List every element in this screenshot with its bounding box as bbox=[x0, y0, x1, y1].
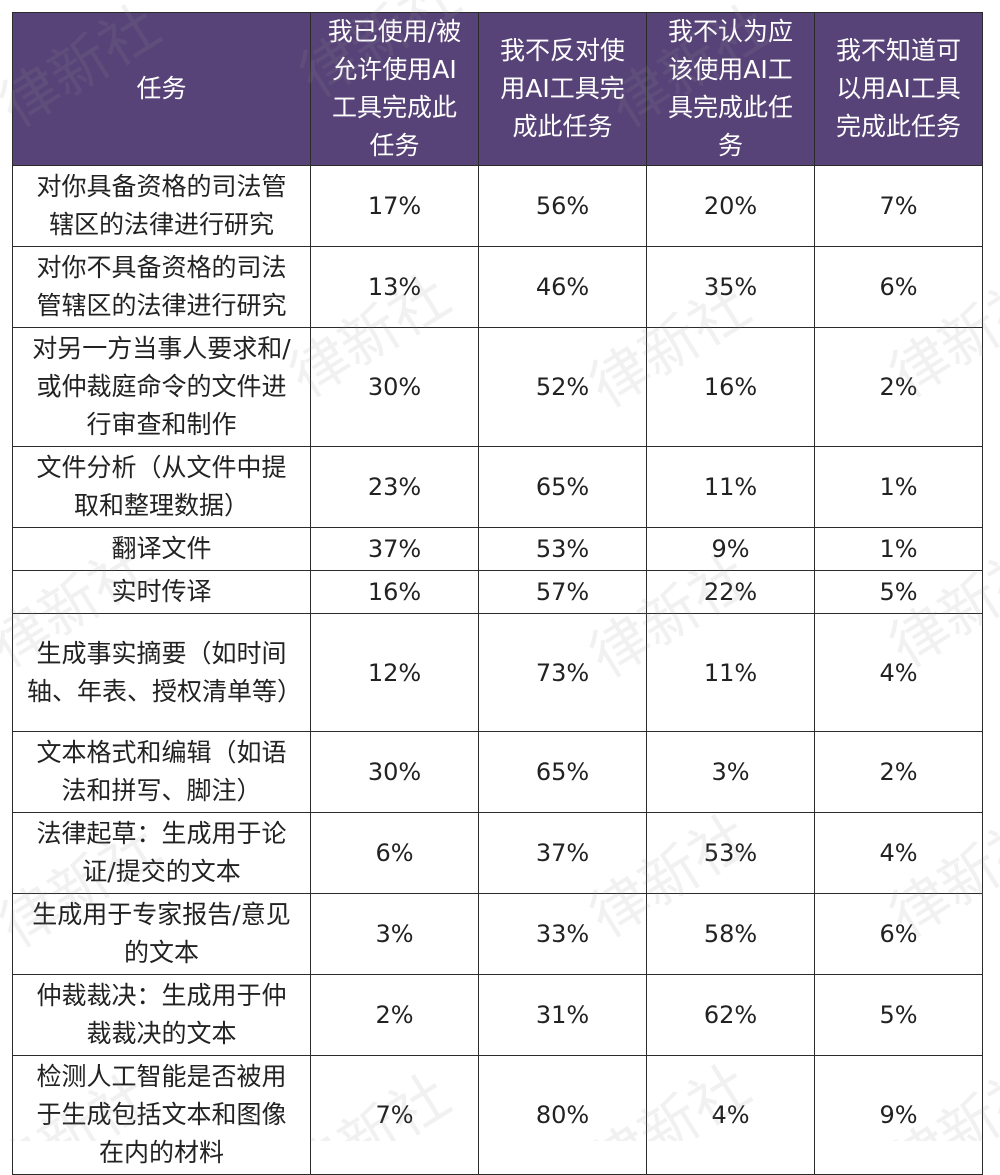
table-row: 文本格式和编辑（如语法和拼写、脚注） 30% 65% 3% 2% bbox=[12, 731, 983, 813]
not-against-cell: 65% bbox=[478, 446, 647, 528]
table-row: 对另一方当事人要求和/或仲裁庭命令的文件进行审查和制作 30% 52% 16% 2% bbox=[12, 327, 983, 447]
header-used: 我已使用/被允许使用AI工具完成此任务 bbox=[310, 12, 479, 166]
should-not-cell: 35% bbox=[646, 246, 815, 328]
used-cell: 3% bbox=[310, 893, 479, 975]
task-cell: 实时传译 bbox=[12, 570, 311, 614]
unknown-cell: 4% bbox=[814, 812, 983, 894]
unknown-cell: 6% bbox=[814, 893, 983, 975]
table-row: 翻译文件 37% 53% 9% 1% bbox=[12, 527, 983, 571]
table-row: 对你具备资格的司法管辖区的法律进行研究 17% 56% 20% 7% bbox=[12, 165, 983, 247]
not-against-cell: 31% bbox=[478, 974, 647, 1056]
not-against-cell: 56% bbox=[478, 165, 647, 247]
not-against-cell: 52% bbox=[478, 327, 647, 447]
should-not-cell: 3% bbox=[646, 731, 815, 813]
unknown-cell: 1% bbox=[814, 527, 983, 571]
not-against-cell: 73% bbox=[478, 613, 647, 732]
task-cell: 检测人工智能是否被用于生成包括文本和图像在内的材料 bbox=[12, 1055, 311, 1175]
not-against-cell: 57% bbox=[478, 570, 647, 614]
header-task: 任务 bbox=[12, 12, 311, 166]
used-cell: 16% bbox=[310, 570, 479, 614]
task-cell: 生成用于专家报告/意见的文本 bbox=[12, 893, 311, 975]
should-not-cell: 4% bbox=[646, 1055, 815, 1175]
used-cell: 13% bbox=[310, 246, 479, 328]
should-not-cell: 11% bbox=[646, 613, 815, 732]
survey-table: 任务 我已使用/被允许使用AI工具完成此任务 我不反对使用AI工具完成此任务 我… bbox=[12, 12, 983, 1175]
header-row: 任务 我已使用/被允许使用AI工具完成此任务 我不反对使用AI工具完成此任务 我… bbox=[12, 12, 983, 166]
unknown-cell: 7% bbox=[814, 165, 983, 247]
task-cell: 对另一方当事人要求和/或仲裁庭命令的文件进行审查和制作 bbox=[12, 327, 311, 447]
not-against-cell: 37% bbox=[478, 812, 647, 894]
should-not-cell: 20% bbox=[646, 165, 815, 247]
should-not-cell: 11% bbox=[646, 446, 815, 528]
unknown-cell: 2% bbox=[814, 731, 983, 813]
table-row: 文件分析（从文件中提取和整理数据） 23% 65% 11% 1% bbox=[12, 446, 983, 528]
should-not-cell: 62% bbox=[646, 974, 815, 1056]
used-cell: 2% bbox=[310, 974, 479, 1056]
should-not-cell: 9% bbox=[646, 527, 815, 571]
used-cell: 7% bbox=[310, 1055, 479, 1175]
unknown-cell: 2% bbox=[814, 327, 983, 447]
not-against-cell: 53% bbox=[478, 527, 647, 571]
used-cell: 6% bbox=[310, 812, 479, 894]
table-row: 生成用于专家报告/意见的文本 3% 33% 58% 6% bbox=[12, 893, 983, 975]
survey-table-container: 任务 我已使用/被允许使用AI工具完成此任务 我不反对使用AI工具完成此任务 我… bbox=[12, 12, 983, 1175]
header-not-against: 我不反对使用AI工具完成此任务 bbox=[478, 12, 647, 166]
unknown-cell: 1% bbox=[814, 446, 983, 528]
task-cell: 生成事实摘要（如时间轴、年表、授权清单等） bbox=[12, 613, 311, 732]
unknown-cell: 4% bbox=[814, 613, 983, 732]
unknown-cell: 5% bbox=[814, 974, 983, 1056]
should-not-cell: 58% bbox=[646, 893, 815, 975]
task-cell: 仲裁裁决：生成用于仲裁裁决的文本 bbox=[12, 974, 311, 1056]
header-should-not: 我不认为应该使用AI工具完成此任务 bbox=[646, 12, 815, 166]
table-row: 对你不具备资格的司法管辖区的法律进行研究 13% 46% 35% 6% bbox=[12, 246, 983, 328]
used-cell: 23% bbox=[310, 446, 479, 528]
task-cell: 对你具备资格的司法管辖区的法律进行研究 bbox=[12, 165, 311, 247]
task-cell: 对你不具备资格的司法管辖区的法律进行研究 bbox=[12, 246, 311, 328]
task-cell: 文件分析（从文件中提取和整理数据） bbox=[12, 446, 311, 528]
used-cell: 12% bbox=[310, 613, 479, 732]
task-cell: 法律起草：生成用于论证/提交的文本 bbox=[12, 812, 311, 894]
not-against-cell: 46% bbox=[478, 246, 647, 328]
unknown-cell: 9% bbox=[814, 1055, 983, 1175]
unknown-cell: 5% bbox=[814, 570, 983, 614]
table-row: 法律起草：生成用于论证/提交的文本 6% 37% 53% 4% bbox=[12, 812, 983, 894]
task-cell: 翻译文件 bbox=[12, 527, 311, 571]
used-cell: 37% bbox=[310, 527, 479, 571]
used-cell: 30% bbox=[310, 731, 479, 813]
not-against-cell: 33% bbox=[478, 893, 647, 975]
should-not-cell: 53% bbox=[646, 812, 815, 894]
not-against-cell: 65% bbox=[478, 731, 647, 813]
should-not-cell: 22% bbox=[646, 570, 815, 614]
used-cell: 17% bbox=[310, 165, 479, 247]
header-unknown: 我不知道可以用AI工具完成此任务 bbox=[814, 12, 983, 166]
table-row: 生成事实摘要（如时间轴、年表、授权清单等） 12% 73% 11% 4% bbox=[12, 613, 983, 732]
not-against-cell: 80% bbox=[478, 1055, 647, 1175]
table-row: 实时传译 16% 57% 22% 5% bbox=[12, 570, 983, 614]
table-row: 仲裁裁决：生成用于仲裁裁决的文本 2% 31% 62% 5% bbox=[12, 974, 983, 1056]
task-cell: 文本格式和编辑（如语法和拼写、脚注） bbox=[12, 731, 311, 813]
should-not-cell: 16% bbox=[646, 327, 815, 447]
unknown-cell: 6% bbox=[814, 246, 983, 328]
table-row: 检测人工智能是否被用于生成包括文本和图像在内的材料 7% 80% 4% 9% bbox=[12, 1055, 983, 1175]
used-cell: 30% bbox=[310, 327, 479, 447]
